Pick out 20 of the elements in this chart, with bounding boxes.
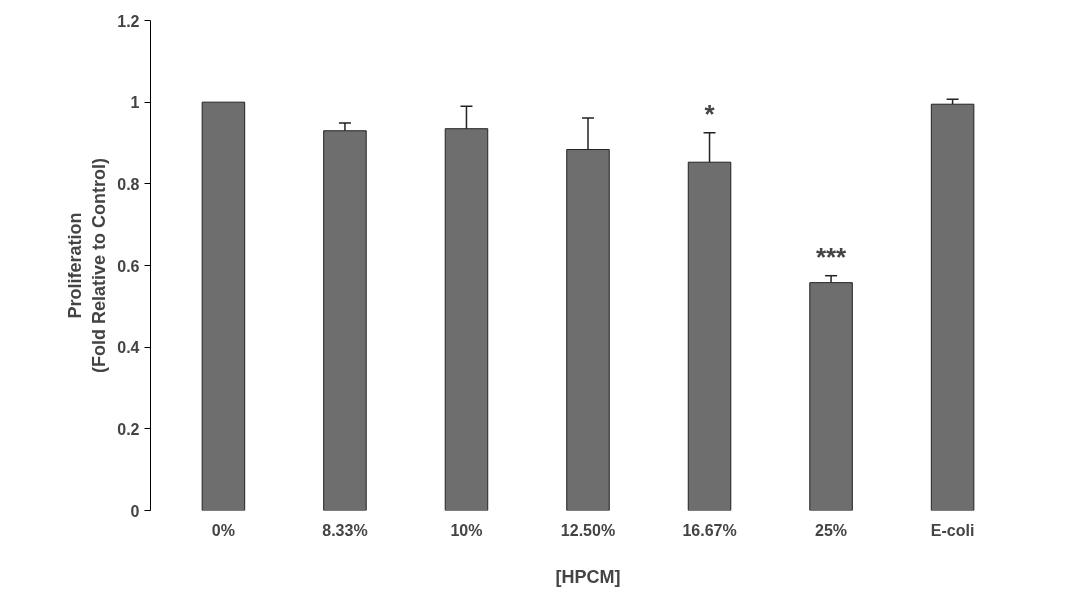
y-tick-label: 0.2	[117, 420, 140, 438]
bar	[930, 103, 975, 511]
y-tick-label: 0.6	[117, 257, 140, 275]
y-tick-label: 1.2	[117, 12, 140, 30]
y-tick-label: 1	[130, 94, 140, 112]
x-tick-label: 10%	[450, 521, 483, 539]
y-axis-title: Proliferation (Fold Relative to Control)	[65, 157, 110, 373]
annotation: ***	[815, 241, 848, 272]
x-tick-label: 12.50%	[560, 521, 616, 539]
x-tick-label: 25%	[815, 521, 848, 539]
x-tick-label: E-coli	[930, 521, 975, 539]
y-tick-label: 0.4	[117, 339, 140, 357]
bar	[201, 101, 246, 511]
x-tick-label: 16.67%	[682, 521, 737, 539]
x-tick-label: 0%	[211, 521, 235, 539]
x-axis-title: [HPCM]	[555, 566, 621, 587]
annotation: *	[704, 98, 716, 129]
x-tick-label: 8.33%	[322, 521, 368, 539]
y-tick-label: 0.8	[117, 175, 140, 193]
y-tick-label: 0	[130, 502, 140, 520]
